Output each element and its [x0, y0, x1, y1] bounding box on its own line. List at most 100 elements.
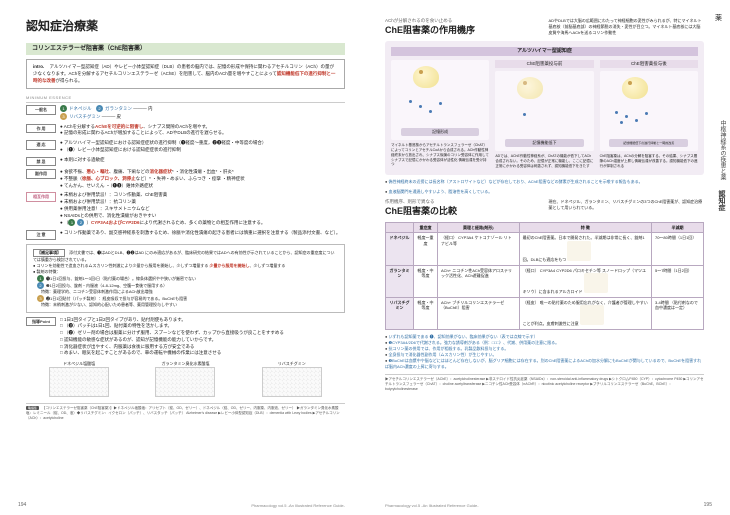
label-caution: 注 意	[26, 230, 56, 240]
td-hl-0: 70〜80時間（1日1回）	[651, 233, 703, 265]
intro-box: intro. アルツハイマー型認知症（AD）やレビー小体型認知症（DLB）の患者…	[26, 59, 345, 89]
memory-bar-2: 記憶機能低下	[505, 139, 584, 147]
row-indication: 適 応 アルツハイマー型認知症における認知症症状の進行抑制（❶軽度〜重度，❷❸軽…	[26, 140, 345, 154]
content-tips: 1日1回タイプと1日2回タイプがあり、貼付剤使もあります。 （❸）パッチは1日1…	[60, 317, 345, 358]
tip-5: めまい、眠気を起こすことがあるので、車の運転や機械の作業には注意させる	[60, 350, 345, 357]
note-mid: ADでは、AChE作動性神経系が、ChATの機能が低下してACh合成されない。そ…	[495, 154, 593, 169]
side-tab: 薬	[715, 14, 722, 24]
h1-title: ChE阻害薬の作用機序	[385, 24, 541, 37]
comparison-table: 重症度 薬理と経路(剤形) 特 徴 半減期 ドネペジル 軽度〜重度 （経口） C…	[385, 222, 704, 330]
td-feat-2: （経皮） 唯一の貼付薬のため服用忘れがなく、介護者が管理しやすいことが利点。皮膚…	[519, 297, 651, 329]
td-hl-2: 3-4時間 （貼付剤なので血中濃度は一定）	[651, 297, 703, 329]
memory-bar-3: 記憶機能低下の進行抑制と一時的改善	[609, 139, 688, 147]
h1-right: ADやDLBでは大脳の広範囲にわたって神経細胞の変性がみられるが、特にマイネルト…	[549, 18, 705, 36]
note-left: マイネルト基底核からアセチルトランスフェラーゼ（ChAT）によってコリンとアセチ…	[391, 143, 489, 167]
intro-text: アルツハイマー型認知症（AD）やレビー小体型認知症（DLB）の患者の脳内では、記…	[33, 64, 335, 83]
td-route-2: ACh+ ブチリルコリンエステラーゼ（BuChE）阻害	[438, 297, 520, 329]
flower-icon	[584, 273, 608, 293]
ext-4: ❶1日1回投与、錠剤1〜3回/日（貼付薬の場合）。線条体選択やや狭いが厳密でない	[46, 276, 196, 281]
td-feat-0: 最初のChE阻害薬。日本で開発された。半減期は非常に長く、錠剤1回。DLBにも適…	[519, 233, 651, 265]
circle-2-icon: 2	[96, 105, 103, 112]
abbr-text-right: ▶アセチルコリンエステラーゼ（AChE）：acetylcholinesteras…	[385, 377, 703, 391]
page-left: 認知症治療薬 コリンエステラーゼ阻害薬（ChE阻害薬） intro. アルツハイ…	[0, 0, 365, 515]
tip-2: （❷）ゼリー剤の場合は服薬に分けず服用、スプーンなどを使わず、カップから直接吸う…	[60, 330, 345, 337]
footer-left: Pharmacology vol.5 -An Illustrated Refer…	[251, 503, 345, 509]
label-side: 副作用	[26, 169, 56, 179]
elderly-icon	[567, 241, 591, 261]
note-right: ChE阻害薬は、AChの分解を阻害する。その結果、シナプス間隙のACh濃度が上昇…	[600, 154, 698, 169]
mechanism-diagram: アルツハイマー型認知症 記憶形成 マイネルト基底核からアセチルトランスフェラーゼ…	[385, 41, 704, 175]
td-drug-2: リバスチグミン	[386, 297, 414, 329]
intro-label: intro.	[33, 64, 44, 69]
ext-label: 【補足事項】	[33, 249, 65, 257]
h2-title: ChE阻害薬の比較	[385, 205, 541, 218]
chemical-structures: ドネペジル塩酸塩 ガランタミン臭化水素酸塩 リバスチグミン	[26, 361, 345, 399]
ext-2: コリンを効能性で造血されるムスカリン性刺激により少量から服用を開始し、少しずつ増…	[37, 263, 209, 268]
table-row: ドネペジル 軽度〜重度 （経口） CYP3A4 ケトコナゾール リトナビル等 最…	[386, 233, 704, 265]
circle-1-icon: 1	[60, 105, 67, 112]
abbr-text: 【コリンエステラーゼ阻害薬（ChE阻害薬）】▶ドネペジル塩酸塩：アリセプト（錠、…	[26, 406, 340, 420]
subhead-1: ChE阻害薬投与前	[495, 60, 593, 68]
row-contra: 禁 忌 本剤に対する過敏症	[26, 157, 345, 167]
table-header-row: 重症度 薬理と経路(剤形) 特 徴 半減期	[386, 222, 704, 233]
bullet-note-2: ● 血液脳関門を通過しやすいよう、脂溶性を高くしている。	[385, 189, 704, 195]
diagram-col-after: ChE阻害薬投与後 記憶機能低下の進行抑制と一時的改善 ChE阻害薬は、AChの…	[600, 60, 698, 169]
patch-icon	[580, 305, 604, 325]
label-interaction: 相互作用	[26, 192, 56, 202]
side-label-1: 中枢神経系の疾患と薬	[718, 120, 726, 180]
table-row: ガランタミン 軽度・中等度 ACh+ ニコチン性ACh受容体アロステリック活性化…	[386, 265, 704, 297]
h2-right: 現在、ドネペジル、ガランタミン、リバスチグミンの3つのChE阻害薬が、認知症治療…	[549, 199, 705, 211]
neuron-icon	[413, 66, 439, 88]
th-3: 特 徴	[519, 222, 651, 233]
ext-8: 特徴：末梢刺激が少ない、認知的心配いため患者等、薬用管理投与しやすい	[41, 302, 177, 307]
chem-2: ガランタミン臭化水素酸塩	[155, 361, 215, 399]
diagram-header: アルツハイマー型認知症	[391, 47, 698, 56]
ext-7: ❸1日1回貼付（パッチ製剤）：経皮吸収で投与が容易的である。BuChEも阻害	[46, 296, 187, 301]
extended-info: 【補足事項】 添付文書では、❶はADとDLB、❷❸はAD にのみ適応があるが、臨…	[26, 244, 345, 313]
td-feat-1: （経口） CYP3A4 CYP2D6 パロキセチン等 スノードロップ（マツユキソ…	[519, 265, 651, 297]
neuron-scene-1: 記憶形成	[391, 60, 489, 140]
td-sev-2: 軽度・中等度	[414, 297, 438, 329]
neuron-scene-2: 記憶機能低下	[495, 71, 593, 151]
td-drug-1: ガランタミン	[386, 265, 414, 297]
content-contra: 本剤に対する過敏症	[60, 157, 345, 167]
th-4: 半減期	[651, 222, 703, 233]
label-tips: 指導Point	[26, 317, 56, 327]
chem-3: リバスチグミン	[262, 361, 322, 399]
bullet-note-1: ● 偽性神経終末の近傍には長名称（アストロサイトなど）などが存在しており、ACh…	[385, 179, 704, 185]
td-route-1: ACh+ ニコチン性ACh受容体アロステリック活性化、ACh遊離促進	[438, 265, 520, 297]
minimum-essence-label: MINIMUM ESSENCE	[26, 95, 345, 103]
post-bullets: ● いずれも認知薬である ❶、認知効果がない、臨床効果がない（表では点線で示す）…	[385, 334, 704, 370]
td-drug-0: ドネペジル	[386, 233, 414, 265]
content-interaction: 末梢および併用禁忌！：コリン作動薬、ChE阻害薬 末梢および併用禁忌！：抗コリン…	[60, 192, 345, 227]
content-caution: コリン作動薬であり、副交感神経系を刺激するため、徐脈や消化性潰瘍の起きる患者には…	[60, 230, 345, 240]
content-side: 食欲不振、悪心・嘔吐、腹痛、下痢などの消化器症状* ・消化性潰瘍・出血* ・肝炎…	[60, 169, 345, 189]
chem-1: ドネペジル塩酸塩	[49, 361, 109, 399]
label-contra: 禁 忌	[26, 157, 56, 167]
page-number-left: 194	[18, 502, 26, 509]
th-1: 重症度	[414, 222, 438, 233]
footer-right: Pharmacology vol.5 -An Illustrated Refer…	[385, 503, 479, 509]
table-row: リバスチグミン 軽度・中等度 ACh+ ブチリルコリンエステラーゼ（BuChE）…	[386, 297, 704, 329]
td-hl-1: 5〜7時間（1日2回）	[651, 265, 703, 297]
label-drugs: 一般名	[26, 105, 56, 115]
subhead-2: ChE阻害薬投与後	[600, 60, 698, 68]
chem-1-img	[49, 367, 109, 397]
chem-2-img	[155, 367, 215, 397]
memory-bar-1: 記憶形成	[401, 128, 480, 136]
ext-3: 製剤の特徴：	[37, 269, 61, 274]
abbr-box-left: 略語集 【コリンエステラーゼ阻害薬（ChE阻害薬）】▶ドネペジル塩酸塩：アリセプ…	[26, 403, 345, 421]
td-sev-1: 軽度・中等度	[414, 265, 438, 297]
content-drugs: 1ドネペジル 2ガランタミン ——— 内 3リバスチグミン ——— 皮	[60, 105, 345, 121]
diagram-col-normal: 記憶形成 マイネルト基底核からアセチルトランスフェラーゼ（ChAT）によってコリ…	[391, 60, 489, 169]
tip-3: 認知機能の敏感な症状があるのが、認知が記憶機能の能力していからです。	[60, 337, 345, 344]
row-interaction: 相互作用 末梢および併用禁忌！：コリン作動薬、ChE阻害薬 末梢および併用禁忌！…	[26, 192, 345, 227]
row-action: 作 用 AChを分解するAChEを可逆的に阻害し、シナプス間隙のAChを増やす。…	[26, 124, 345, 138]
th-0	[386, 222, 414, 233]
content-indication: アルツハイマー型認知症における認知症症状の進行抑制（❶軽度〜重度，❷❸軽度・中等…	[60, 140, 345, 154]
heading-2: 作用機序、剤形で異なる ChE阻害薬の比較 現在、ドネペジル、ガランタミン、リバ…	[385, 199, 704, 218]
section-bar: コリンエステラーゼ阻害薬（ChE阻害薬）	[26, 43, 345, 55]
circle-3-icon: 3	[60, 113, 67, 120]
abbr-box-right: ▶アセチルコリンエステラーゼ（AChE）：acetylcholinesteras…	[385, 374, 704, 392]
neuron-icon	[517, 77, 543, 99]
